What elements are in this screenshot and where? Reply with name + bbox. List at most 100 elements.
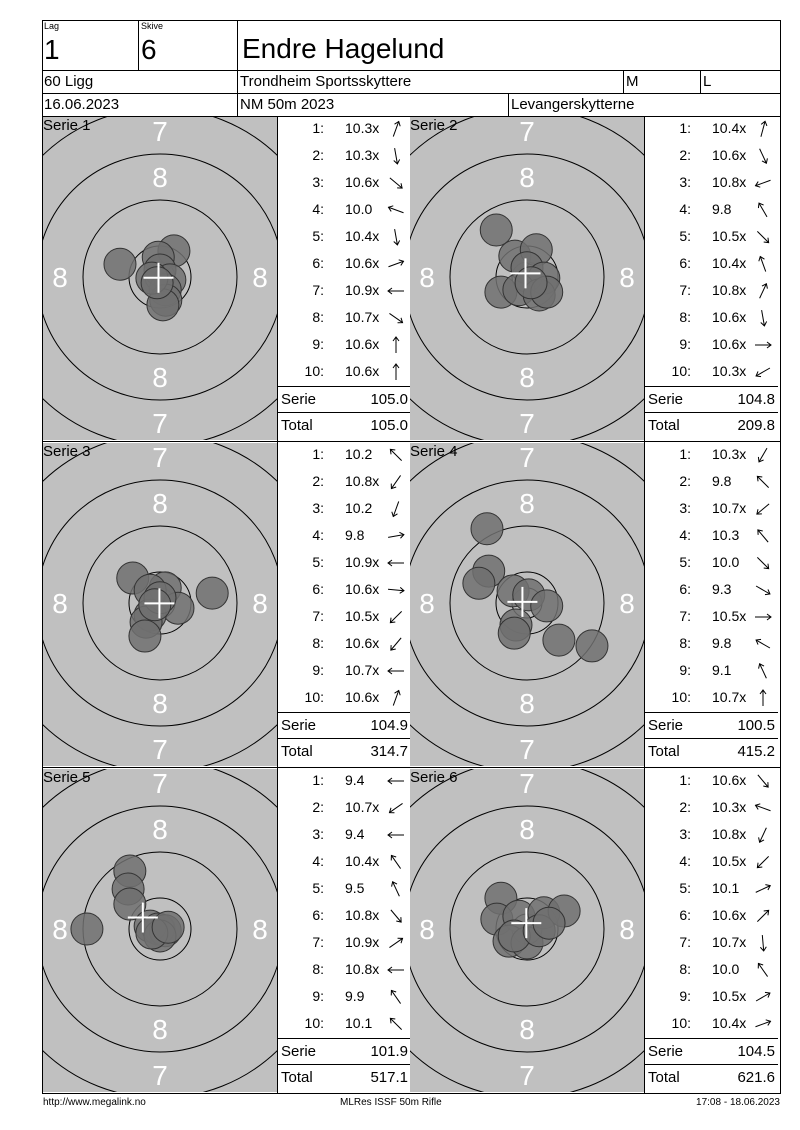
direction-arrow-icon	[753, 688, 773, 708]
shot-score: 10.9x	[345, 282, 380, 298]
shot-number: 3:	[312, 826, 324, 842]
direction-arrow-icon	[753, 227, 773, 247]
direction-arrow-icon	[386, 879, 406, 899]
class: 60 Ligg	[44, 73, 94, 90]
shot-row: 10: 10.6x	[278, 685, 411, 712]
ring-number: 8	[152, 162, 168, 193]
shot-number: 6:	[679, 907, 691, 923]
shot-row: 1: 10.2	[278, 442, 411, 469]
shot-score: 10.6x	[345, 336, 380, 352]
shot-score: 10.2	[345, 500, 373, 516]
shot-row: 7: 10.5x	[278, 604, 411, 631]
shot-score: 10.5x	[712, 608, 747, 624]
shot-number: 9:	[679, 988, 691, 1004]
direction-arrow-icon	[753, 879, 773, 899]
col-m: M	[626, 73, 639, 90]
ring-number: 7	[152, 408, 168, 439]
serie-sum-value: 104.5	[737, 1043, 775, 1060]
shot-row: 5: 10.9x	[278, 550, 411, 577]
shot-impact	[140, 266, 174, 300]
total-value: 621.6	[737, 1069, 775, 1086]
shot-row: 2: 10.3x	[645, 795, 778, 822]
serie-sum-row: Serie 104.9	[278, 712, 411, 739]
total-label: Total	[281, 1069, 313, 1086]
shot-score: 9.8	[712, 473, 732, 489]
ring-number: 7	[519, 1060, 535, 1091]
shot-score: 10.4x	[712, 1015, 747, 1031]
target-ring	[82, 199, 238, 355]
direction-arrow-icon	[753, 960, 773, 980]
shot-row: 5: 9.5	[278, 876, 411, 903]
direction-arrow-icon	[386, 906, 406, 926]
target-ring	[449, 851, 605, 1007]
direction-arrow-icon	[753, 119, 773, 139]
ring-number: 8	[619, 262, 635, 293]
target-serie-6: 8 8 8 8 7 7 Serie 6	[357, 759, 697, 1099]
shot-row: 8: 10.8x	[278, 957, 411, 984]
shot-score: 10.2	[345, 446, 373, 462]
serie-sum-row: Serie 101.9	[278, 1038, 411, 1065]
shot-number: 4:	[679, 853, 691, 869]
shot-score: 10.4x	[712, 120, 747, 136]
direction-arrow-icon	[753, 987, 773, 1007]
shot-score: 10.8x	[712, 282, 747, 298]
direction-arrow-icon	[386, 580, 406, 600]
shot-number: 2:	[312, 473, 324, 489]
total-row: Total 314.7	[278, 738, 411, 765]
shot-number: 2:	[312, 147, 324, 163]
shot-row: 10: 10.6x	[278, 359, 411, 386]
direction-arrow-icon	[753, 607, 773, 627]
shot-number: 9:	[312, 988, 324, 1004]
ring-number: 7	[519, 408, 535, 439]
shot-score: 10.7x	[712, 689, 747, 705]
direction-arrow-icon	[386, 146, 406, 166]
serie-title: Serie 4	[410, 443, 458, 460]
footer-website[interactable]: http://www.megalink.no	[43, 1097, 146, 1108]
direction-arrow-icon	[386, 798, 406, 818]
m-cell: M	[623, 70, 700, 93]
shot-score: 9.9	[345, 988, 365, 1004]
serie-sum-label: Serie	[648, 1043, 684, 1060]
direction-arrow-icon	[753, 798, 773, 818]
direction-arrow-icon	[386, 173, 406, 193]
shot-number: 2:	[679, 147, 691, 163]
shot-score: 10.5x	[712, 853, 747, 869]
ring-number: 8	[152, 1014, 168, 1045]
direction-arrow-icon	[753, 281, 773, 301]
target-serie-4: 8 8 8 8 7 7 Serie 4	[357, 433, 697, 773]
shot-score: 10.6x	[712, 147, 747, 163]
shot-number: 4:	[679, 201, 691, 217]
shot-number: 5:	[312, 554, 324, 570]
shot-score: 10.0	[712, 961, 740, 977]
serie-sum-label: Serie	[281, 717, 317, 734]
total-value: 209.8	[737, 417, 775, 434]
shot-number: 4:	[679, 527, 691, 543]
shot-number: 1:	[312, 772, 324, 788]
shot-number: 6:	[679, 255, 691, 271]
ring-number: 8	[152, 488, 168, 519]
shot-number: 5:	[679, 554, 691, 570]
ring-number: 8	[519, 162, 535, 193]
shot-number: 3:	[679, 826, 691, 842]
shot-score: 10.9x	[345, 934, 380, 950]
shot-number: 8:	[679, 961, 691, 977]
target-serie-1: 8 8 8 8 7 7 Serie 1	[0, 107, 330, 447]
shot-impact	[138, 588, 172, 622]
shot-number: 2:	[312, 799, 324, 815]
shot-number: 4:	[312, 527, 324, 543]
shot-row: 6: 10.6x	[278, 251, 411, 278]
footer-software: MLRes ISSF 50m Rifle	[340, 1097, 442, 1108]
ring-number: 8	[519, 362, 535, 393]
ring-number: 8	[419, 588, 435, 619]
direction-arrow-icon	[753, 173, 773, 193]
direction-arrow-icon	[386, 526, 406, 546]
shot-row: 1: 10.6x	[645, 768, 778, 795]
shot-table-serie-5: 1: 9.4 2: 10.7x 3: 9.4 4: 10.4x 5: 9.5 6: 10.8x 7: 10…	[277, 768, 411, 1094]
shot-score: 10.8x	[345, 907, 380, 923]
shot-score: 10.7x	[712, 934, 747, 950]
shot-number: 6:	[679, 581, 691, 597]
ring-number: 7	[152, 1060, 168, 1091]
direction-arrow-icon	[386, 308, 406, 328]
shot-score: 10.6x	[345, 174, 380, 190]
